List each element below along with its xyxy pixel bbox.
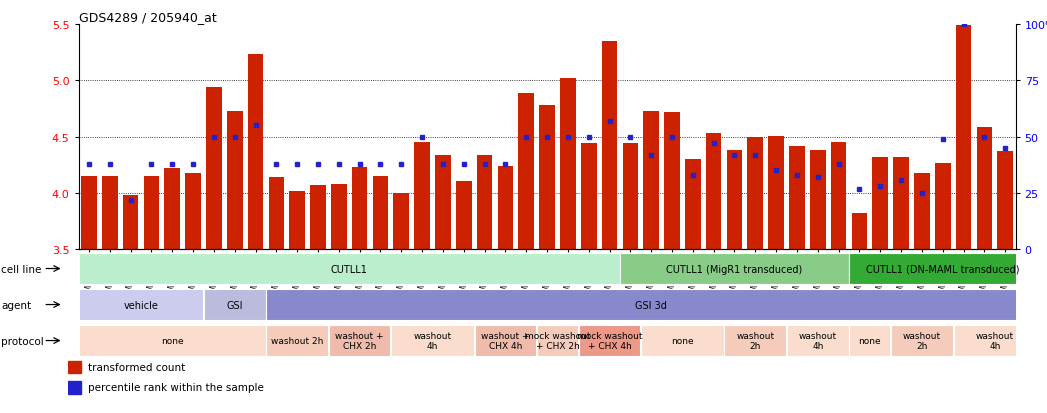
Bar <box>581 144 597 250</box>
Bar <box>539 106 555 250</box>
Bar <box>68 361 82 373</box>
Bar <box>415 143 430 250</box>
Text: washout
2h: washout 2h <box>903 331 941 350</box>
Text: cell line: cell line <box>1 264 42 274</box>
Bar <box>810 151 826 250</box>
Bar <box>830 143 846 250</box>
Bar <box>643 112 659 250</box>
Bar <box>248 55 264 250</box>
Bar <box>266 289 1035 320</box>
Text: CUTLL1 (DN-MAML transduced): CUTLL1 (DN-MAML transduced) <box>866 264 1020 274</box>
Text: washout
4h: washout 4h <box>976 331 1013 350</box>
Text: mock washout
+ CHX 4h: mock washout + CHX 4h <box>577 331 642 350</box>
Text: GSI: GSI <box>226 300 243 310</box>
Text: washout
4h: washout 4h <box>414 331 451 350</box>
Bar <box>849 253 1035 285</box>
Bar <box>954 325 1035 356</box>
Bar <box>602 42 618 250</box>
Bar <box>872 158 888 250</box>
Bar <box>81 177 96 250</box>
Bar <box>164 169 180 250</box>
Bar <box>914 173 930 250</box>
Bar <box>352 168 367 250</box>
Bar <box>579 325 641 356</box>
Bar <box>623 144 639 250</box>
Bar <box>537 325 578 356</box>
Text: CUTLL1 (MigR1 transduced): CUTLL1 (MigR1 transduced) <box>666 264 803 274</box>
Bar <box>641 325 723 356</box>
Bar <box>268 178 284 250</box>
Bar <box>893 158 909 250</box>
Bar <box>560 79 576 250</box>
Text: none: none <box>859 336 882 345</box>
Bar <box>977 127 993 250</box>
Text: washout
4h: washout 4h <box>799 331 837 350</box>
Bar <box>122 196 138 250</box>
Text: GSI 3d: GSI 3d <box>636 300 667 310</box>
Bar <box>79 253 620 285</box>
Bar <box>956 26 972 250</box>
Bar <box>68 381 82 394</box>
Text: washout 2h: washout 2h <box>271 336 324 345</box>
Bar <box>851 214 867 250</box>
Bar <box>725 325 786 356</box>
Text: CUTLL1: CUTLL1 <box>331 264 367 274</box>
Bar <box>787 325 848 356</box>
Bar <box>706 134 721 250</box>
Text: mock washout
+ CHX 2h: mock washout + CHX 2h <box>525 331 591 350</box>
Bar <box>79 289 203 320</box>
Bar <box>185 173 201 250</box>
Bar <box>621 253 848 285</box>
Bar <box>474 325 536 356</box>
Text: vehicle: vehicle <box>124 300 158 310</box>
Bar <box>329 325 391 356</box>
Bar <box>392 325 473 356</box>
Text: agent: agent <box>1 300 31 310</box>
Bar <box>935 163 951 250</box>
Text: percentile rank within the sample: percentile rank within the sample <box>88 382 264 392</box>
Text: washout
2h: washout 2h <box>736 331 775 350</box>
Bar <box>79 325 266 356</box>
Bar <box>748 138 763 250</box>
Bar <box>373 177 388 250</box>
Text: washout +
CHX 4h: washout + CHX 4h <box>482 331 530 350</box>
Text: washout +
CHX 2h: washout + CHX 2h <box>335 331 384 350</box>
Bar <box>685 160 700 250</box>
Bar <box>891 325 953 356</box>
Text: none: none <box>161 336 183 345</box>
Bar <box>518 93 534 250</box>
Bar <box>998 152 1013 250</box>
Text: none: none <box>671 336 694 345</box>
Bar <box>310 186 326 250</box>
Bar <box>476 155 492 250</box>
Bar <box>227 112 243 250</box>
Bar <box>289 191 305 250</box>
Bar <box>394 194 409 250</box>
Bar <box>789 146 805 250</box>
Bar <box>102 177 117 250</box>
Text: protocol: protocol <box>1 336 44 346</box>
Bar <box>849 325 890 356</box>
Bar <box>436 155 451 250</box>
Bar <box>768 136 784 250</box>
Bar <box>455 181 471 250</box>
Bar <box>664 113 680 250</box>
Bar <box>497 166 513 250</box>
Bar <box>206 88 222 250</box>
Bar <box>204 289 266 320</box>
Bar <box>143 177 159 250</box>
Bar <box>266 325 328 356</box>
Bar <box>727 151 742 250</box>
Text: GDS4289 / 205940_at: GDS4289 / 205940_at <box>79 11 217 24</box>
Text: transformed count: transformed count <box>88 362 185 372</box>
Bar <box>331 185 347 250</box>
